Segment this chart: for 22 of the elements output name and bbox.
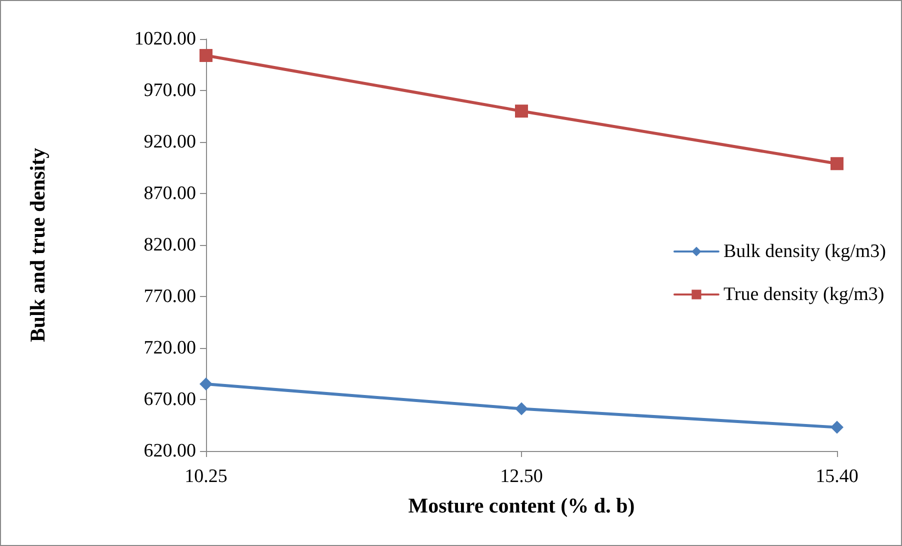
y-tick-label: 970.00 bbox=[144, 80, 196, 101]
point bbox=[515, 402, 528, 416]
legend-label: Bulk density (kg/m3) bbox=[723, 241, 886, 262]
x-tick-label: 12.50 bbox=[500, 466, 543, 487]
point bbox=[200, 378, 212, 391]
y-tick-label: 670.00 bbox=[144, 389, 196, 410]
point bbox=[830, 157, 844, 170]
y-tick-label: 820.00 bbox=[144, 234, 196, 256]
y-tick-label: 620.00 bbox=[144, 440, 196, 462]
x-axis-title: Mosture content (% d. b) bbox=[408, 494, 635, 518]
legend-label: True density (kg/m3) bbox=[723, 284, 884, 305]
point bbox=[515, 104, 528, 118]
x-tick-label: 10.25 bbox=[184, 466, 228, 487]
y-tick-label: 1020.00 bbox=[134, 28, 196, 50]
y-tick-label: 770.00 bbox=[144, 286, 196, 307]
point bbox=[200, 48, 212, 62]
y-tick-label: 920.00 bbox=[144, 132, 196, 152]
x-tick-label: 15.40 bbox=[816, 466, 858, 487]
y-tick-label: 720.00 bbox=[144, 338, 196, 358]
y-tick-label: 870.00 bbox=[144, 183, 196, 204]
point bbox=[830, 420, 844, 434]
y-axis-title: Bulk and true density bbox=[26, 147, 50, 342]
